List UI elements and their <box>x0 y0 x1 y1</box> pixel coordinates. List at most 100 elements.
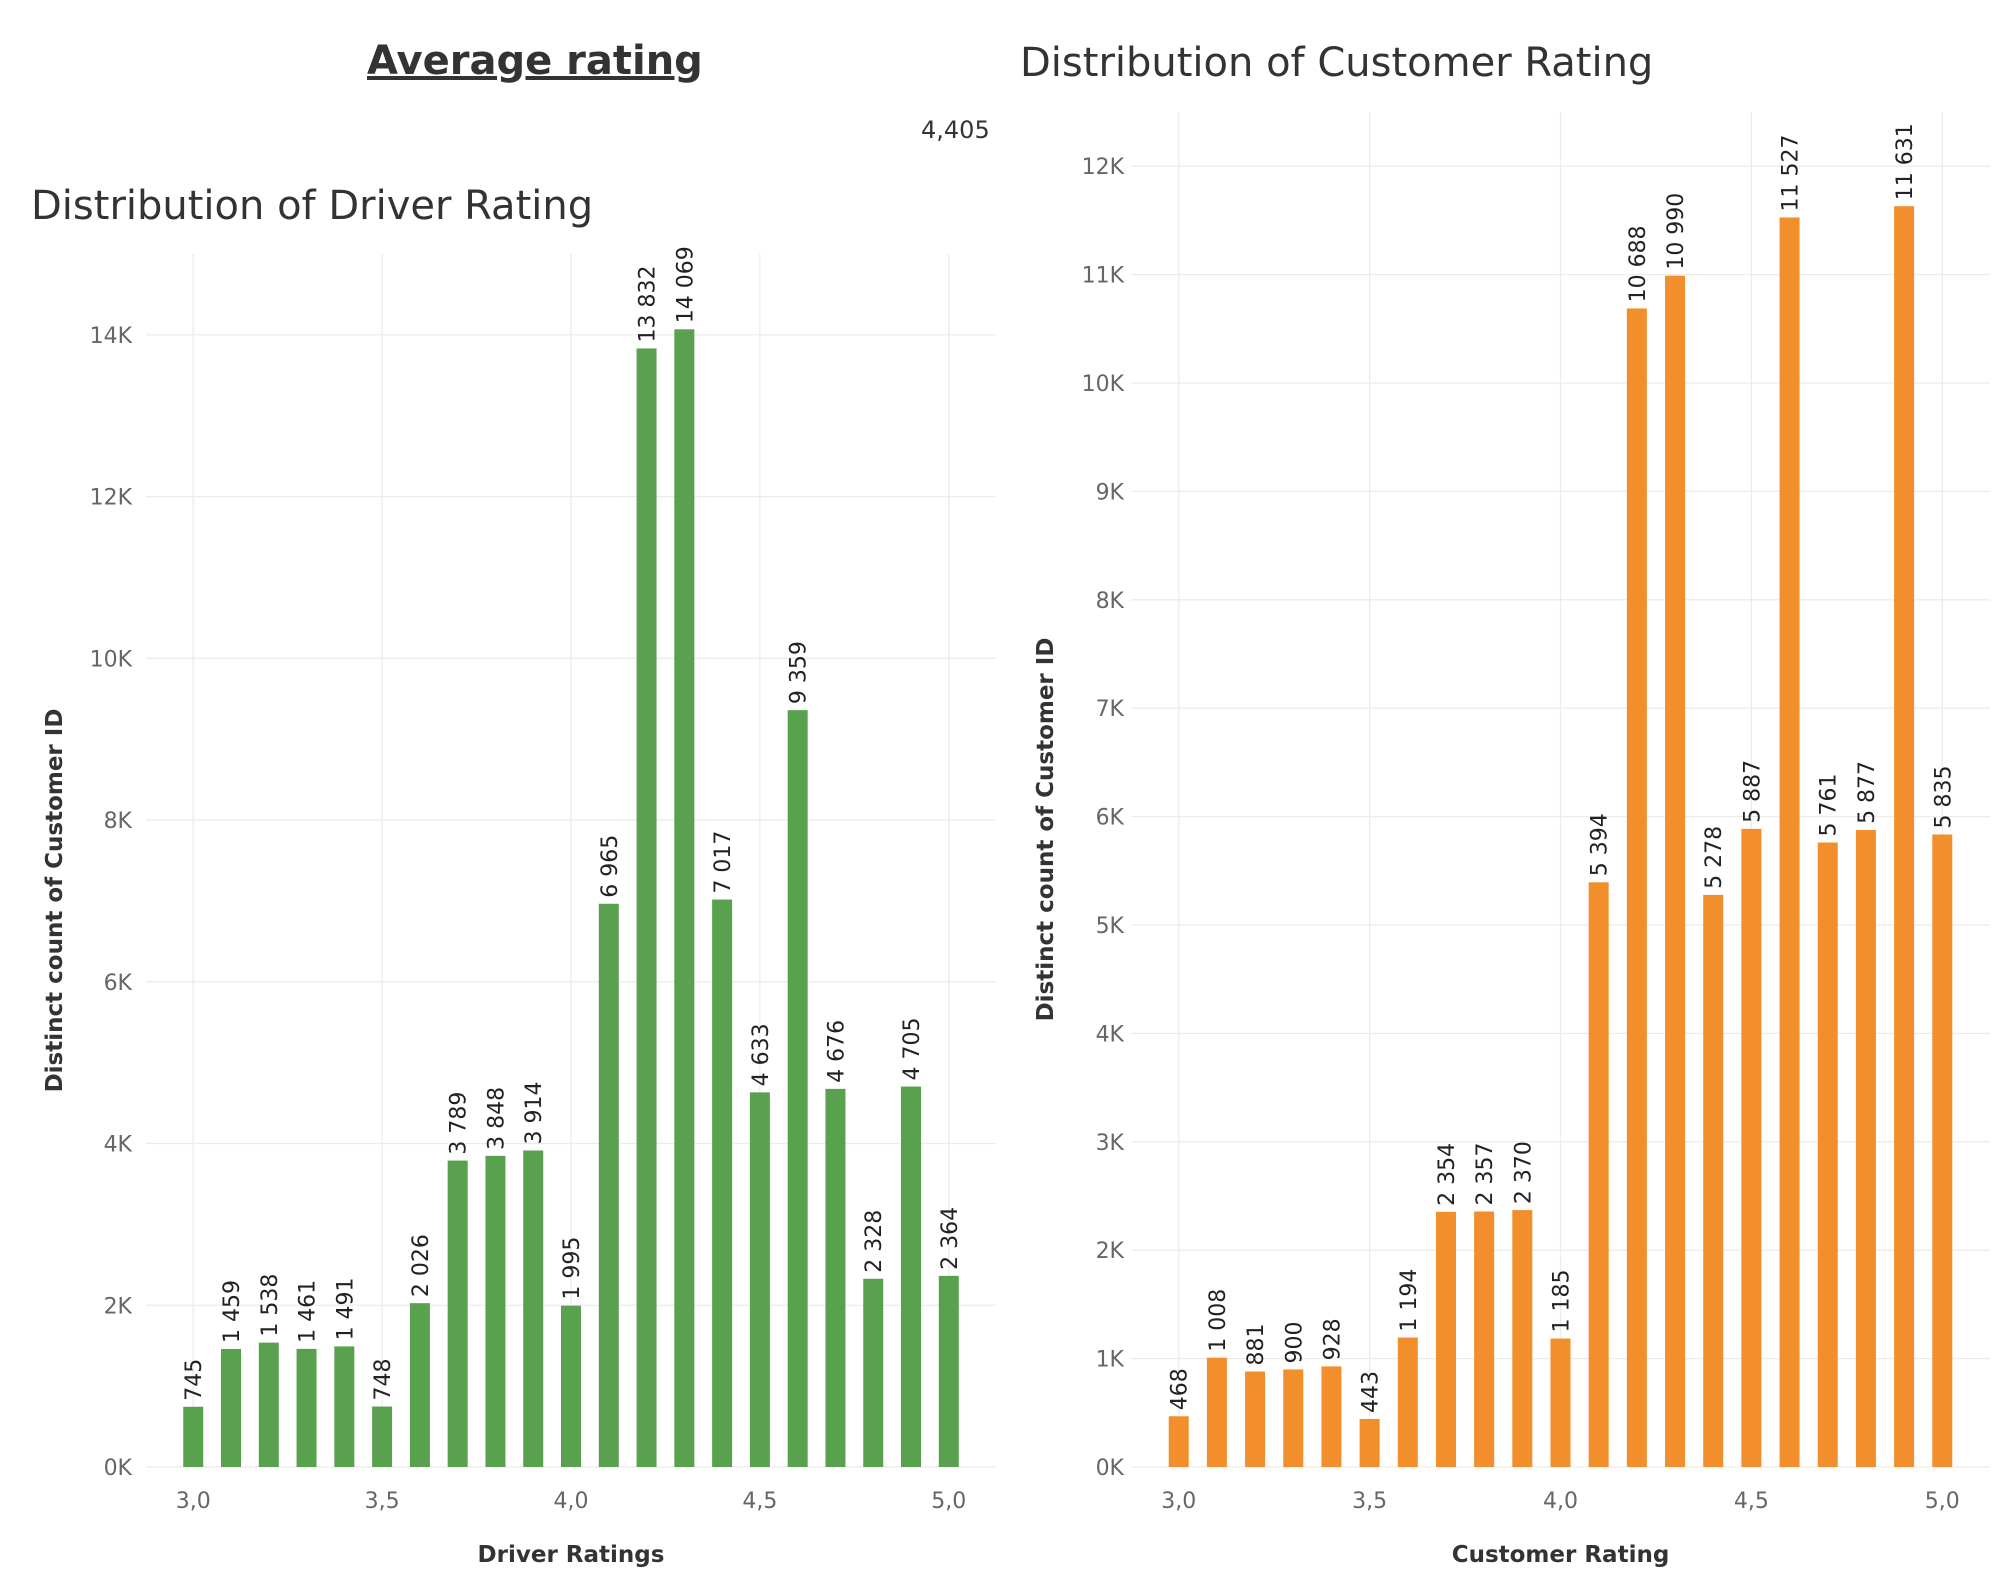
customer-bar[interactable] <box>1512 1210 1533 1467</box>
customer-y-axis-title: Distinct count of Customer ID <box>1033 638 1059 1022</box>
driver-bar-value-label: 3 914 <box>522 1082 547 1145</box>
customer-ytick-label: 2K <box>1096 1239 1125 1264</box>
dashboard-title: Average rating <box>367 38 703 84</box>
driver-bar-value-label: 1 461 <box>296 1280 321 1343</box>
driver-bar[interactable] <box>221 1349 241 1467</box>
customer-bar-value-label: 2 370 <box>1511 1141 1536 1204</box>
driver-ytick-label: 8K <box>104 809 133 834</box>
customer-bar[interactable] <box>1855 829 1876 1467</box>
customer-bar-value-label: 11 631 <box>1893 123 1918 200</box>
customer-bar[interactable] <box>1550 1338 1571 1467</box>
customer-ytick-label: 4K <box>1096 1022 1125 1047</box>
driver-bar[interactable] <box>674 329 695 1467</box>
customer-bar[interactable] <box>1359 1418 1380 1467</box>
driver-ytick-label: 6K <box>104 971 133 996</box>
driver-bar[interactable] <box>787 710 808 1467</box>
driver-bar[interactable] <box>825 1088 846 1467</box>
customer-bar-value-label: 10 990 <box>1664 193 1689 270</box>
customer-bar-value-label: 5 835 <box>1931 766 1956 829</box>
driver-rating-chart-title: Distribution of Driver Rating <box>31 183 594 229</box>
average-rating-value: 4,405 <box>921 116 990 144</box>
driver-ytick-label: 4K <box>104 1133 133 1158</box>
customer-ytick-label: 1K <box>1096 1348 1125 1373</box>
customer-bar-value-label: 928 <box>1320 1318 1345 1360</box>
driver-bar-value-label: 3 789 <box>447 1092 472 1155</box>
driver-bar[interactable] <box>372 1406 393 1467</box>
customer-bar[interactable] <box>1779 217 1800 1468</box>
customer-bar[interactable] <box>1245 1371 1266 1467</box>
customer-xtick-label: 5,0 <box>1925 1489 1960 1514</box>
customer-bar[interactable] <box>1168 1416 1189 1467</box>
customer-ytick-label: 6K <box>1096 806 1125 831</box>
driver-bar[interactable] <box>901 1086 921 1467</box>
customer-bar-value-label: 2 357 <box>1473 1143 1498 1206</box>
customer-xtick-label: 4,0 <box>1543 1489 1578 1514</box>
driver-bar[interactable] <box>485 1155 506 1467</box>
driver-bar-value-label: 6 965 <box>598 835 623 898</box>
customer-bar-value-label: 900 <box>1282 1321 1307 1363</box>
customer-bar[interactable] <box>1435 1211 1456 1467</box>
customer-bar-value-label: 1 185 <box>1550 1270 1575 1333</box>
customer-ytick-label: 3K <box>1096 1131 1125 1156</box>
customer-bar[interactable] <box>1206 1357 1227 1467</box>
driver-xtick-label: 3,5 <box>365 1489 400 1514</box>
driver-bar[interactable] <box>447 1160 468 1467</box>
driver-bar[interactable] <box>183 1406 204 1467</box>
customer-bar-value-label: 5 887 <box>1740 760 1765 823</box>
customer-bar[interactable] <box>1741 828 1762 1467</box>
driver-bar-value-label: 14 069 <box>673 246 698 323</box>
customer-bar-value-label: 443 <box>1359 1371 1384 1413</box>
driver-xtick-label: 3,0 <box>176 1489 211 1514</box>
driver-bar[interactable] <box>636 348 657 1467</box>
driver-ytick-label: 10K <box>90 647 133 672</box>
customer-bar[interactable] <box>1932 834 1953 1467</box>
driver-bar-value-label: 745 <box>182 1359 207 1401</box>
customer-bar[interactable] <box>1665 275 1686 1468</box>
driver-bar-value-label: 2 364 <box>938 1207 963 1270</box>
customer-bar[interactable] <box>1397 1337 1418 1467</box>
customer-bar[interactable] <box>1474 1211 1495 1467</box>
driver-bar[interactable] <box>409 1303 430 1467</box>
customer-bar-value-label: 2 354 <box>1435 1143 1460 1206</box>
driver-xtick-label: 5,0 <box>931 1489 966 1514</box>
driver-bar[interactable] <box>561 1305 581 1467</box>
driver-bar-value-label: 3 848 <box>484 1087 509 1150</box>
customer-bar[interactable] <box>1703 894 1724 1467</box>
driver-xtick-label: 4,0 <box>554 1489 589 1514</box>
driver-bar-value-label: 1 459 <box>220 1280 245 1343</box>
customer-ytick-label: 11K <box>1082 264 1125 289</box>
driver-bar[interactable] <box>863 1278 884 1467</box>
driver-bar[interactable] <box>712 899 733 1467</box>
driver-bar-value-label: 9 359 <box>787 641 812 704</box>
driver-bar-value-label: 4 676 <box>824 1020 849 1083</box>
customer-bar[interactable] <box>1321 1366 1342 1467</box>
customer-rating-chart-title: Distribution of Customer Rating <box>1020 40 1654 86</box>
customer-ytick-label: 12K <box>1082 155 1125 180</box>
driver-bar-value-label: 1 491 <box>333 1277 358 1340</box>
driver-x-axis-title: Driver Ratings <box>478 1542 665 1568</box>
driver-bar-value-label: 2 328 <box>862 1210 887 1273</box>
driver-bar[interactable] <box>258 1342 279 1467</box>
driver-bar[interactable] <box>296 1348 317 1467</box>
driver-bar-value-label: 4 705 <box>900 1018 925 1081</box>
customer-ytick-label: 7K <box>1096 697 1125 722</box>
driver-bar[interactable] <box>598 903 619 1467</box>
driver-bar-value-label: 1 995 <box>560 1237 585 1300</box>
customer-bar-value-label: 11 527 <box>1779 134 1804 211</box>
customer-bar[interactable] <box>1894 206 1915 1468</box>
driver-bar-value-label: 7 017 <box>711 831 736 894</box>
driver-bar[interactable] <box>749 1092 770 1467</box>
driver-bar[interactable] <box>938 1275 959 1467</box>
driver-ytick-label: 14K <box>90 324 133 349</box>
customer-bar-value-label: 468 <box>1168 1368 1193 1410</box>
customer-bar[interactable] <box>1817 842 1838 1467</box>
customer-xtick-label: 4,5 <box>1734 1489 1769 1514</box>
customer-bar[interactable] <box>1626 308 1647 1468</box>
customer-bar[interactable] <box>1588 882 1609 1467</box>
customer-bar[interactable] <box>1283 1369 1304 1467</box>
driver-ytick-label: 2K <box>104 1294 133 1319</box>
customer-bar-value-label: 5 877 <box>1855 761 1880 824</box>
driver-bar[interactable] <box>523 1150 544 1467</box>
driver-bar[interactable] <box>334 1346 355 1467</box>
